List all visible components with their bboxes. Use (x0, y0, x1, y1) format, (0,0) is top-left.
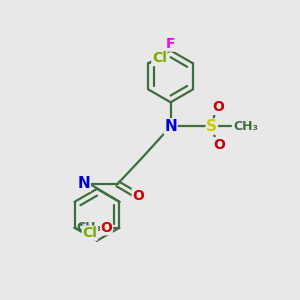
Text: CH₃: CH₃ (233, 120, 258, 133)
Text: O: O (212, 100, 224, 114)
Text: O: O (132, 189, 144, 202)
Text: Cl: Cl (152, 51, 167, 65)
Text: N: N (77, 176, 90, 191)
Text: F: F (166, 37, 175, 51)
Text: Cl: Cl (82, 226, 97, 240)
Text: S: S (206, 119, 217, 134)
Text: O: O (213, 138, 225, 152)
Text: O: O (100, 221, 112, 235)
Text: CH₃: CH₃ (76, 221, 101, 234)
Text: H: H (79, 177, 90, 190)
Text: N: N (164, 119, 177, 134)
